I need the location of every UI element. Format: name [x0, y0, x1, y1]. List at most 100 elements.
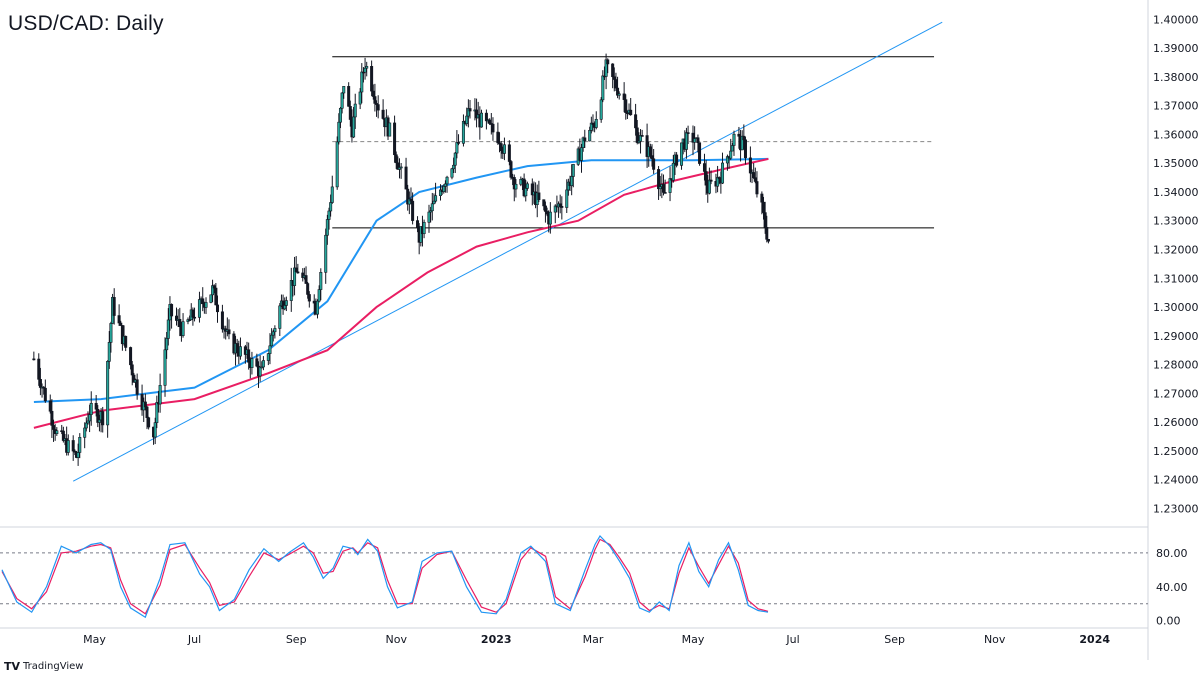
- candle[interactable]: [507, 140, 511, 166]
- candle[interactable]: [78, 433, 82, 459]
- candle[interactable]: [135, 373, 139, 400]
- candle[interactable]: [83, 422, 87, 449]
- candle[interactable]: [201, 287, 205, 312]
- candle[interactable]: [606, 58, 610, 74]
- candle[interactable]: [752, 163, 756, 180]
- candle[interactable]: [140, 384, 144, 416]
- candle[interactable]: [340, 92, 344, 114]
- candle[interactable]: [732, 130, 736, 156]
- candle[interactable]: [588, 126, 592, 142]
- candle[interactable]: [766, 238, 770, 244]
- candle[interactable]: [558, 194, 562, 214]
- candle[interactable]: [220, 304, 224, 333]
- candle[interactable]: [698, 142, 702, 166]
- candle[interactable]: [337, 113, 341, 145]
- candle[interactable]: [455, 130, 459, 159]
- candle[interactable]: [329, 194, 333, 217]
- candle[interactable]: [519, 176, 523, 187]
- candle[interactable]: [261, 356, 265, 371]
- candle[interactable]: [580, 143, 584, 173]
- candle[interactable]: [247, 342, 251, 370]
- candle[interactable]: [71, 435, 75, 461]
- candle[interactable]: [238, 337, 242, 360]
- candle[interactable]: [227, 319, 231, 340]
- candle[interactable]: [278, 303, 282, 337]
- candle[interactable]: [294, 256, 298, 273]
- candle[interactable]: [296, 263, 300, 274]
- candle[interactable]: [491, 117, 495, 141]
- candle[interactable]: [496, 122, 500, 145]
- candle[interactable]: [709, 170, 713, 185]
- candle[interactable]: [363, 57, 367, 80]
- candle[interactable]: [468, 99, 472, 119]
- candle[interactable]: [743, 136, 747, 165]
- candle[interactable]: [197, 291, 201, 323]
- candle[interactable]: [365, 61, 369, 77]
- candle[interactable]: [55, 427, 59, 436]
- candle[interactable]: [479, 109, 483, 128]
- candle[interactable]: [342, 86, 346, 99]
- trendline-segment[interactable]: [72, 21, 943, 482]
- candle[interactable]: [721, 152, 725, 185]
- candle[interactable]: [484, 109, 488, 130]
- candle[interactable]: [686, 125, 690, 145]
- candle[interactable]: [617, 91, 621, 100]
- candle[interactable]: [112, 288, 116, 325]
- candle[interactable]: [696, 134, 700, 153]
- candle[interactable]: [624, 94, 628, 120]
- candle[interactable]: [675, 152, 679, 168]
- candle[interactable]: [158, 373, 162, 413]
- candle[interactable]: [306, 281, 310, 299]
- candle[interactable]: [163, 337, 167, 397]
- candle[interactable]: [693, 126, 697, 150]
- candle[interactable]: [524, 180, 528, 202]
- candle[interactable]: [499, 140, 503, 159]
- candle[interactable]: [560, 196, 564, 220]
- candle[interactable]: [461, 114, 465, 147]
- candle[interactable]: [119, 320, 123, 326]
- candle[interactable]: [270, 328, 274, 347]
- stochastic-k-line[interactable]: [1, 535, 769, 619]
- candle[interactable]: [611, 63, 615, 89]
- candle[interactable]: [147, 416, 151, 430]
- candle[interactable]: [640, 129, 644, 137]
- candle[interactable]: [130, 360, 134, 386]
- candle[interactable]: [755, 171, 759, 198]
- candle[interactable]: [181, 313, 185, 338]
- candle[interactable]: [38, 367, 42, 396]
- candle[interactable]: [175, 307, 179, 326]
- candle[interactable]: [117, 304, 121, 326]
- candle[interactable]: [338, 106, 342, 129]
- candle[interactable]: [599, 97, 603, 123]
- candle[interactable]: [268, 333, 272, 365]
- candle[interactable]: [509, 159, 513, 180]
- candle[interactable]: [514, 179, 518, 198]
- candle[interactable]: [48, 394, 52, 414]
- candle[interactable]: [583, 129, 587, 148]
- candle[interactable]: [399, 163, 403, 179]
- candle[interactable]: [537, 180, 541, 203]
- candle[interactable]: [740, 130, 744, 151]
- candle[interactable]: [284, 296, 288, 312]
- candle[interactable]: [707, 167, 711, 195]
- candle[interactable]: [191, 307, 195, 326]
- candle[interactable]: [129, 346, 133, 370]
- candle[interactable]: [475, 98, 479, 128]
- candle[interactable]: [273, 325, 277, 339]
- candle[interactable]: [145, 405, 149, 430]
- candle[interactable]: [445, 175, 449, 193]
- candle[interactable]: [729, 138, 733, 161]
- candle[interactable]: [155, 395, 159, 429]
- candle[interactable]: [281, 294, 285, 315]
- candle[interactable]: [652, 148, 656, 174]
- candle[interactable]: [565, 179, 569, 213]
- candle[interactable]: [347, 82, 351, 107]
- candle[interactable]: [450, 167, 454, 180]
- candle[interactable]: [370, 60, 374, 97]
- candle[interactable]: [224, 325, 228, 340]
- candle[interactable]: [457, 134, 461, 146]
- candle[interactable]: [289, 267, 293, 312]
- candle[interactable]: [548, 202, 552, 234]
- candle[interactable]: [629, 97, 633, 116]
